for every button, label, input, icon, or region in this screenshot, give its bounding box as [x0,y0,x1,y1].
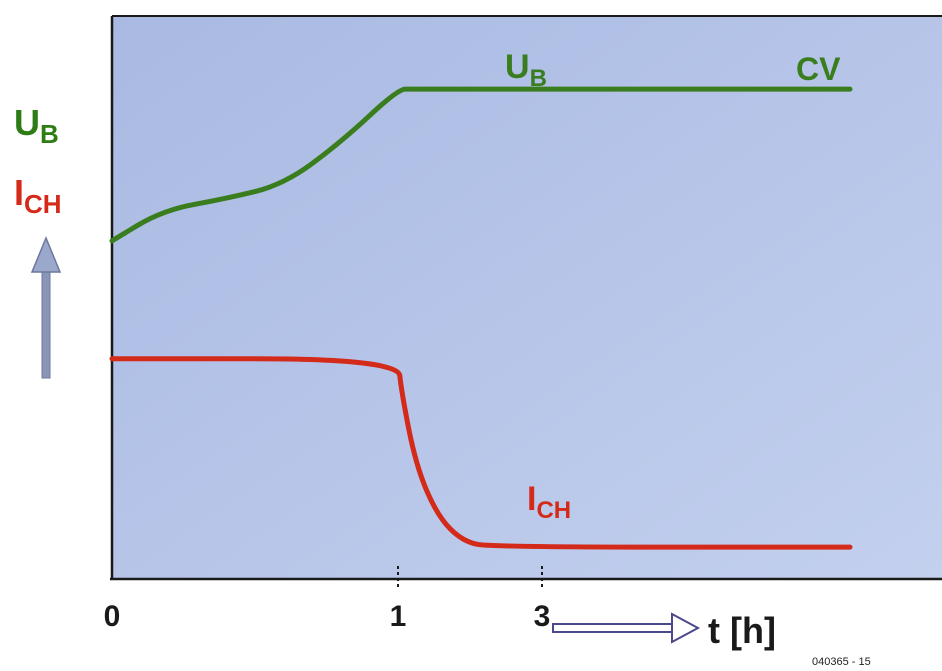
x-arrow-icon [552,612,701,644]
annotation-cv: CV [796,51,841,87]
series-line-ub [109,86,853,244]
x-ticks: 0 1 3 [104,566,551,633]
series-label-ich: ICH [527,480,571,524]
ylabel-ich: ICH [14,172,62,219]
series-label-ub: UB [505,48,547,92]
figure-id: 040365 - 15 [812,656,871,668]
plot-area [112,16,942,578]
x-tick-label: 3 [534,600,551,633]
x-axis-label: t [h] [708,610,776,651]
ylabel-ub: UB [14,102,59,149]
x-tick-label: 0 [104,600,121,633]
series-layer [109,86,853,550]
x-tick-label: 1 [390,600,407,633]
y-arrow-icon [30,236,62,379]
series-line-ich [109,356,853,550]
